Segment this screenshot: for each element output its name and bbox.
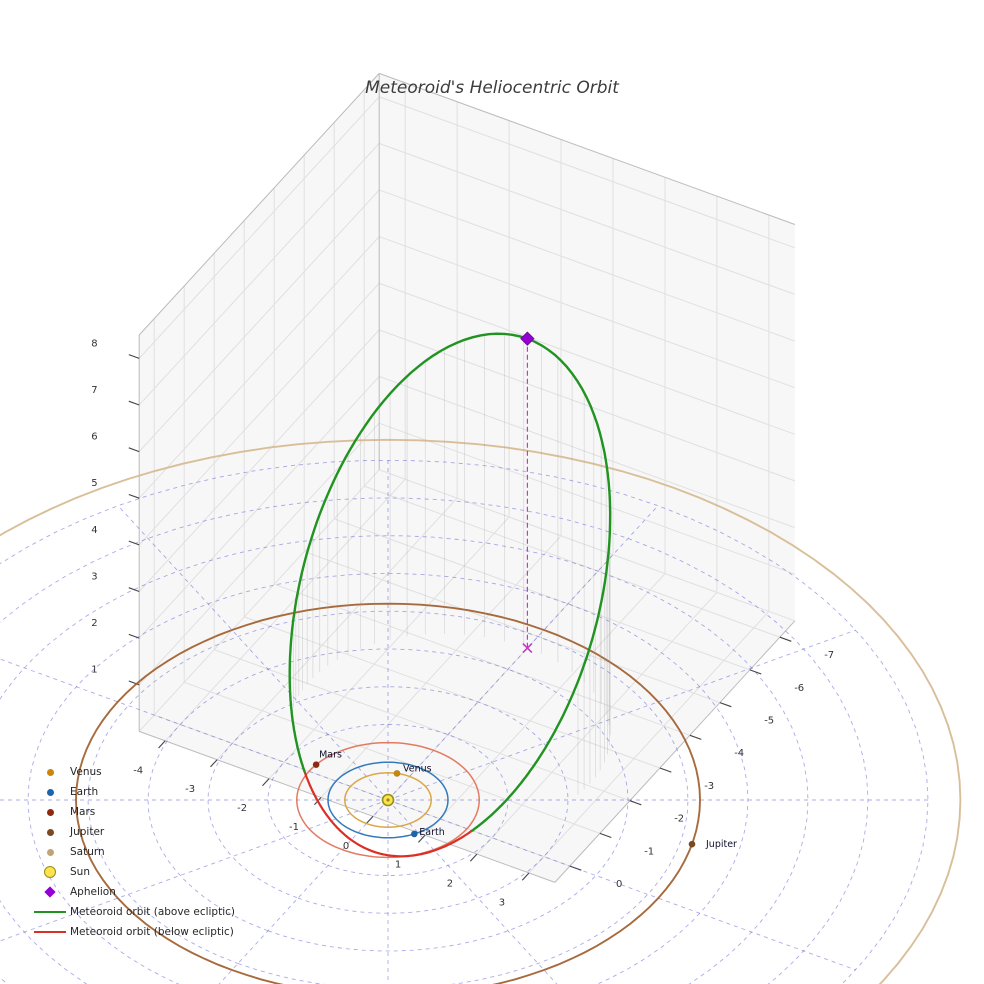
legend-dot-marker bbox=[30, 768, 70, 776]
legend-item-jupiter: Jupiter bbox=[30, 822, 235, 842]
legend-dot-marker bbox=[30, 848, 70, 856]
planet-label-venus: Venus bbox=[403, 763, 432, 774]
svg-text:-7: -7 bbox=[824, 650, 834, 661]
legend-label: Venus bbox=[70, 766, 102, 778]
meteoroid-orbit-below bbox=[303, 770, 474, 858]
svg-text:8: 8 bbox=[91, 338, 97, 349]
legend-item-saturn: Saturn bbox=[30, 842, 235, 862]
orbit-stems bbox=[293, 333, 611, 795]
planet-marker-earth bbox=[410, 830, 418, 838]
svg-text:3: 3 bbox=[91, 571, 97, 582]
planet-marker-mars bbox=[312, 761, 320, 769]
svg-text:3: 3 bbox=[499, 897, 505, 908]
legend-label: Jupiter bbox=[70, 826, 105, 838]
svg-text:-4: -4 bbox=[734, 748, 744, 759]
legend-diamond-marker bbox=[30, 886, 70, 898]
svg-text:1: 1 bbox=[91, 665, 97, 676]
svg-text:4: 4 bbox=[91, 525, 97, 536]
svg-text:5: 5 bbox=[91, 478, 97, 489]
axis-ticks: -4 -3 -2 -1 0 1 2 3 -7 -6 -5 -4 -3 -2 -1 0 1 2 3 4 5 6 7 8 bbox=[91, 338, 834, 908]
legend-dot-marker bbox=[30, 808, 70, 816]
svg-text:-3: -3 bbox=[185, 784, 195, 795]
legend-line-swatch bbox=[30, 911, 70, 913]
legend-item-sun: Sun bbox=[30, 862, 235, 882]
svg-text:7: 7 bbox=[91, 385, 97, 396]
svg-text:6: 6 bbox=[91, 432, 97, 443]
svg-text:-5: -5 bbox=[764, 716, 774, 727]
pane-grid bbox=[138, 82, 796, 874]
svg-text:-3: -3 bbox=[704, 781, 714, 792]
legend-item-meteoroid-orbit-above-ecliptic: Meteoroid orbit (above ecliptic) bbox=[30, 902, 235, 922]
svg-text:-2: -2 bbox=[674, 814, 684, 825]
legend-line-swatch bbox=[30, 931, 70, 933]
aphelion-marker bbox=[520, 331, 535, 654]
planet-label-mars: Mars bbox=[319, 750, 342, 761]
legend-label: Saturn bbox=[70, 846, 105, 858]
planet-marker-venus bbox=[393, 769, 401, 777]
legend-label: Sun bbox=[70, 866, 90, 878]
pane-walls bbox=[139, 73, 795, 883]
svg-text:1: 1 bbox=[395, 860, 401, 871]
planet-label-jupiter: Jupiter bbox=[705, 839, 737, 850]
axis-edges bbox=[138, 72, 796, 883]
svg-text:-6: -6 bbox=[794, 683, 804, 694]
polar-grid bbox=[0, 459, 929, 984]
svg-text:-1: -1 bbox=[644, 846, 654, 857]
legend-bigdot-marker bbox=[30, 866, 70, 878]
planet-markers bbox=[312, 761, 696, 848]
legend-label: Earth bbox=[70, 786, 99, 798]
planet-label-earth: Earth bbox=[419, 827, 444, 838]
sun-marker bbox=[381, 793, 395, 807]
svg-text:-1: -1 bbox=[289, 822, 299, 833]
legend-item-aphelion: Aphelion bbox=[30, 882, 235, 902]
legend-label: Meteoroid orbit (below ecliptic) bbox=[70, 926, 234, 938]
planet-labels: Venus Earth Mars Jupiter bbox=[319, 750, 737, 851]
legend-item-earth: Earth bbox=[30, 782, 235, 802]
svg-text:-4: -4 bbox=[133, 765, 143, 776]
svg-text:2: 2 bbox=[447, 879, 453, 890]
legend-label: Aphelion bbox=[70, 886, 116, 898]
legend-label: Meteoroid orbit (above ecliptic) bbox=[70, 906, 235, 918]
legend-label: Mars bbox=[70, 806, 96, 818]
legend-dot-marker bbox=[30, 828, 70, 836]
svg-text:0: 0 bbox=[343, 841, 349, 852]
svg-text:0: 0 bbox=[616, 879, 622, 890]
legend-item-mars: Mars bbox=[30, 802, 235, 822]
planet-marker-jupiter bbox=[688, 840, 696, 848]
legend: Venus Earth Mars Jupiter Saturn Sun Aphelion Me… bbox=[30, 762, 235, 942]
svg-text:2: 2 bbox=[91, 618, 97, 629]
legend-item-meteoroid-orbit-below-ecliptic: Meteoroid orbit (below ecliptic) bbox=[30, 922, 235, 942]
planet-orbits bbox=[0, 438, 962, 984]
legend-item-venus: Venus bbox=[30, 762, 235, 782]
svg-text:-2: -2 bbox=[237, 803, 247, 814]
legend-dot-marker bbox=[30, 788, 70, 796]
